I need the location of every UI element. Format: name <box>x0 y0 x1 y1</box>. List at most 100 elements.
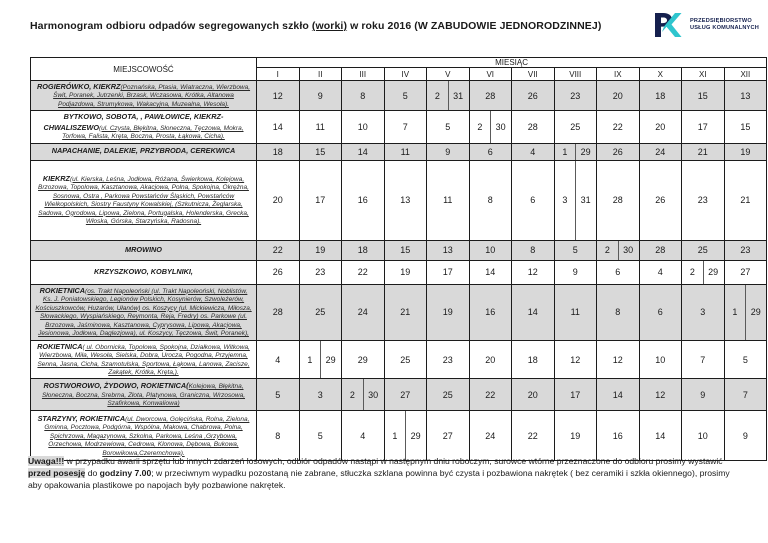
schedule-cell: 14 <box>638 410 682 462</box>
schedule-date: 1 <box>732 307 738 318</box>
schedule-date: 31 <box>453 90 464 101</box>
schedule-cell: 16 <box>596 410 640 462</box>
schedule-cell: 8 <box>468 159 512 241</box>
schedule-cell: 18 <box>341 239 385 261</box>
schedule-cell: 19 <box>426 283 470 341</box>
column-header-miejscowosc: MIEJSCOWOŚĆ <box>30 57 257 81</box>
month-header-VI: VI <box>468 67 512 81</box>
month-header-II: II <box>298 67 342 81</box>
schedule-cell: 20 <box>468 339 512 380</box>
schedule-cell: 19 <box>723 142 768 161</box>
locality-streets: (ul. Dworcowa, Golęcińska, Rolna, Zielon… <box>44 415 250 457</box>
schedule-date: 1 <box>392 430 398 441</box>
schedule-cell: 4 <box>256 339 300 380</box>
schedule-cell: 25 <box>383 339 427 380</box>
schedule-cell: 21 <box>723 159 768 241</box>
footer-text-2: do <box>85 468 100 479</box>
schedule-cell: 13 <box>426 239 470 261</box>
schedule-cell: 8 <box>511 239 555 261</box>
table-row: BYTKOWO, SOBOTA, , PAWŁOWICE, KIEKRZ-CHW… <box>30 110 768 144</box>
schedule-cell: 11 <box>298 110 342 144</box>
schedule-cell: 5 <box>723 339 768 380</box>
schedule-cell: 22 <box>596 110 640 144</box>
locality-name: ROSTWOROWO, ŻYDOWO, ROKIETNICA( <box>43 381 189 391</box>
schedule-table: MIEJSCOWOŚĆ MIESIĄC I II III IV V VI VII VIII IX… <box>30 57 768 462</box>
schedule-cell: 3 31 <box>553 159 597 241</box>
schedule-cell: 25 <box>426 378 470 412</box>
schedule-date: 2 <box>604 245 610 256</box>
schedule-cell: 26 <box>596 142 640 161</box>
schedule-cell: 18 <box>511 339 555 380</box>
schedule-cell: 27 <box>723 259 768 285</box>
schedule-cell: 22 <box>511 410 555 462</box>
company-name-line1: PRZEDSIĘBIORSTWO <box>690 18 752 25</box>
schedule-cell: 23 <box>723 239 768 261</box>
footer-text-1: w przypadku awarii sprzętu lub innych zd… <box>64 456 723 466</box>
schedule-cell: 23 <box>553 79 597 112</box>
schedule-date: 29 <box>410 430 421 441</box>
schedule-cell: 26 <box>638 159 682 241</box>
schedule-cell: 28 <box>596 159 640 241</box>
table-row: ROKIETNICA(os. Trakt Napoleoński (ul. Tr… <box>30 283 768 341</box>
table-row: KRZYSZKOWO, KOBYLNIKI, 26 23 22 19 17 14 12 9 6 4 2… <box>30 259 768 285</box>
schedule-cell: 28 <box>468 79 512 112</box>
schedule-cell: 12 <box>553 339 597 380</box>
schedule-date: 29 <box>750 307 761 318</box>
schedule-cell: 9 <box>723 410 768 462</box>
locality-cell: ROKIETNICA( ul. Obornicka, Topolowa, Spo… <box>30 339 257 380</box>
month-header-III: III <box>341 67 385 81</box>
schedule-date: 29 <box>708 267 719 278</box>
footer-note: Uwaga!!! w przypadku awarii sprzętu lub … <box>28 455 740 491</box>
footer-time: godziny 7.00 <box>99 468 152 479</box>
schedule-cell: 24 <box>341 283 385 341</box>
schedule-cell: 8 <box>341 79 385 112</box>
footer-warning-label: Uwaga!!! <box>28 456 65 466</box>
schedule-date: 2 <box>689 267 695 278</box>
table-row: ROSTWOROWO, ŻYDOWO, ROKIETNICA(Kolejowa,… <box>30 378 768 412</box>
month-header-VIII: VIII <box>553 67 597 81</box>
schedule-cell: 6 <box>468 142 512 161</box>
locality-name: NAPACHANIE, DALEKIE, PRZYBRODA, CEREKWIC… <box>51 146 236 156</box>
table-row: NAPACHANIE, DALEKIE, PRZYBRODA, CEREKWIC… <box>30 142 768 161</box>
schedule-cell: 1 29 <box>383 410 427 462</box>
table-row: MROWINO 22 19 18 15 13 10 8 5 2 30 28 25 23 <box>30 239 768 261</box>
schedule-cell: 2 31 <box>426 79 470 112</box>
schedule-cell: 7 <box>383 110 427 144</box>
schedule-date: 2 <box>434 90 440 101</box>
schedule-cell: 1 29 <box>553 142 597 161</box>
schedule-cell: 8 <box>596 283 640 341</box>
schedule-cell: 25 <box>553 110 597 144</box>
schedule-cell: 4 <box>511 142 555 161</box>
schedule-cell: 17 <box>553 378 597 412</box>
schedule-cell: 28 <box>256 283 300 341</box>
schedule-cell: 17 <box>426 259 470 285</box>
title-prefix: Harmonogram odbioru odpadów segregowanyc… <box>30 20 312 32</box>
schedule-cell: 5 <box>256 378 300 412</box>
locality-cell: BYTKOWO, SOBOTA, , PAWŁOWICE, KIEKRZ-CHW… <box>30 110 257 144</box>
month-header-VII: VII <box>511 67 555 81</box>
table-row: STARZYNY, ROKIETNICA(ul. Dworcowa, Golęc… <box>30 410 768 462</box>
schedule-cell: 9 <box>298 79 342 112</box>
schedule-cell: 10 <box>638 339 682 380</box>
schedule-cell: 9 <box>553 259 597 285</box>
schedule-cell: 6 <box>638 283 682 341</box>
locality-name: KRZYSZKOWO, KOBYLNIKI, <box>94 266 193 276</box>
schedule-cell: 8 <box>256 410 300 462</box>
schedule-cell: 5 <box>383 79 427 112</box>
schedule-cell: 17 <box>298 159 342 241</box>
schedule-date: 2 <box>349 389 355 400</box>
schedule-cell: 12 <box>638 378 682 412</box>
schedule-cell: 16 <box>468 283 512 341</box>
schedule-cell: 11 <box>553 283 597 341</box>
schedule-cell: 23 <box>298 259 342 285</box>
schedule-cell: 24 <box>638 142 682 161</box>
locality-name: BYTKOWO, SOBOTA, , PAWŁOWICE, KIEKRZ-CHW… <box>43 112 224 132</box>
schedule-cell: 10 <box>681 410 725 462</box>
company-name: PRZEDSIĘBIORSTWO USŁUG KOMUNALNYCH <box>690 18 759 32</box>
locality-name: ROGIERÓWKO, KIEKRZ <box>36 82 121 91</box>
schedule-cell: 4 <box>341 410 385 462</box>
schedule-cell: 23 <box>681 159 725 241</box>
schedule-cell: 2 30 <box>341 378 385 412</box>
schedule-cell: 12 <box>256 79 300 112</box>
